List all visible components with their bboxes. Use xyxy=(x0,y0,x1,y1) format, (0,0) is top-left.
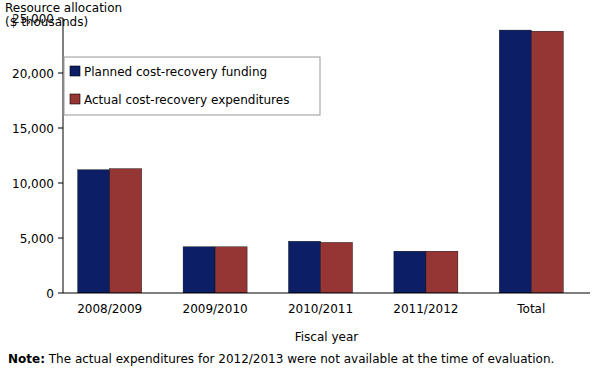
x-tick-label: 2010/2011 xyxy=(288,302,353,316)
legend-swatch xyxy=(70,94,80,104)
x-axis xyxy=(63,293,590,294)
y-tick-label: 0 xyxy=(46,287,54,301)
y-tick-label: 25,000 xyxy=(12,12,54,26)
y-axis xyxy=(63,18,64,293)
x-tick-label: 2009/2010 xyxy=(183,302,248,316)
note-label: Note: xyxy=(8,352,45,366)
bar xyxy=(78,170,110,293)
legend-label: Planned cost-recovery funding xyxy=(84,65,267,79)
bar xyxy=(289,241,321,293)
note: Note: The actual expenditures for 2012/2… xyxy=(8,352,554,366)
bar xyxy=(426,251,458,293)
y-tick xyxy=(58,18,63,19)
y-tick xyxy=(58,238,63,239)
legend xyxy=(64,57,320,115)
y-tick xyxy=(58,128,63,129)
legend-swatch xyxy=(70,66,80,76)
y-tick-label: 10,000 xyxy=(12,177,54,191)
chart: Resource allocation($ thousands)05,00010… xyxy=(0,0,595,370)
y-tick-label: 15,000 xyxy=(12,122,54,136)
x-tick-label: 2008/2009 xyxy=(77,302,142,316)
y-tick xyxy=(58,293,63,294)
x-axis-label: Fiscal year xyxy=(295,330,359,344)
y-tick-label: 20,000 xyxy=(12,67,54,81)
y-tick-label: 5,000 xyxy=(20,232,54,246)
bar xyxy=(499,30,531,293)
bar xyxy=(531,31,563,293)
note-text: The actual expenditures for 2012/2013 we… xyxy=(45,352,554,366)
x-tick-label: Total xyxy=(516,302,545,316)
bar xyxy=(321,242,353,293)
legend-label: Actual cost-recovery expenditures xyxy=(84,93,289,107)
y-tick xyxy=(58,183,63,184)
y-tick xyxy=(58,73,63,74)
bar xyxy=(215,247,247,293)
bar xyxy=(394,251,426,293)
x-tick-label: 2011/2012 xyxy=(393,302,458,316)
bar xyxy=(183,247,215,293)
bar xyxy=(110,169,142,293)
